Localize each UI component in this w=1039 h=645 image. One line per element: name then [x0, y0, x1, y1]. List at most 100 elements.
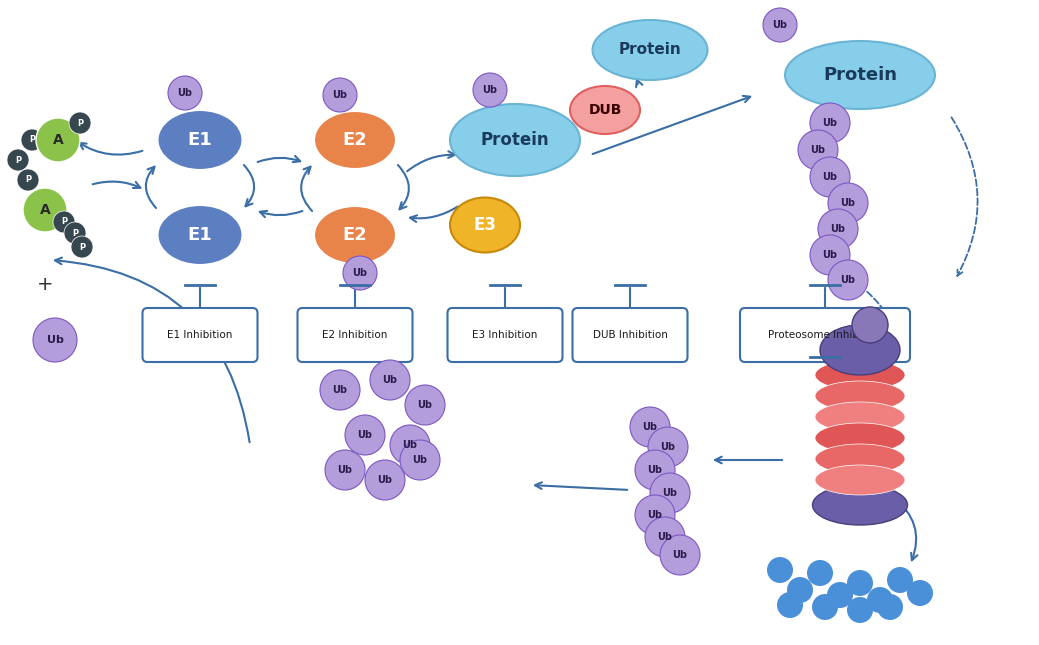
Circle shape: [877, 594, 903, 620]
Text: Protein: Protein: [481, 131, 550, 149]
Text: Ub: Ub: [823, 118, 837, 128]
Circle shape: [390, 425, 430, 465]
Text: E2: E2: [343, 226, 368, 244]
Text: Ub: Ub: [672, 550, 688, 560]
Circle shape: [365, 460, 405, 500]
Text: Ub: Ub: [658, 532, 672, 542]
Ellipse shape: [450, 197, 520, 252]
Circle shape: [907, 580, 933, 606]
Circle shape: [53, 211, 75, 233]
Text: Ub: Ub: [178, 88, 192, 98]
Circle shape: [852, 307, 888, 343]
Circle shape: [343, 256, 377, 290]
Circle shape: [767, 557, 793, 583]
Text: Ub: Ub: [412, 455, 427, 465]
Circle shape: [345, 415, 385, 455]
Text: Ub: Ub: [830, 224, 846, 234]
Circle shape: [473, 73, 507, 107]
FancyBboxPatch shape: [448, 308, 562, 362]
Circle shape: [818, 209, 858, 249]
Circle shape: [21, 129, 43, 151]
Text: Ub: Ub: [642, 422, 658, 432]
Text: P: P: [29, 135, 35, 144]
Circle shape: [7, 149, 29, 171]
FancyBboxPatch shape: [572, 308, 688, 362]
Circle shape: [650, 473, 690, 513]
Text: DUB: DUB: [588, 103, 621, 117]
Circle shape: [867, 587, 893, 613]
Text: Ub: Ub: [773, 20, 788, 30]
Text: Proteosome Inhibition: Proteosome Inhibition: [768, 330, 882, 340]
Circle shape: [69, 112, 91, 134]
Ellipse shape: [785, 41, 935, 109]
Circle shape: [828, 183, 868, 223]
Circle shape: [168, 76, 202, 110]
Ellipse shape: [815, 444, 905, 474]
Text: Ub: Ub: [810, 145, 826, 155]
Ellipse shape: [815, 423, 905, 453]
Circle shape: [847, 570, 873, 596]
Text: Protein: Protein: [618, 43, 682, 57]
Circle shape: [323, 78, 357, 112]
Text: P: P: [15, 155, 21, 164]
Circle shape: [812, 594, 838, 620]
Circle shape: [763, 8, 797, 42]
Circle shape: [325, 450, 365, 490]
Text: E1: E1: [188, 131, 212, 149]
Text: Ub: Ub: [482, 85, 498, 95]
Circle shape: [827, 582, 853, 608]
Circle shape: [787, 577, 812, 603]
Text: Ub: Ub: [647, 510, 663, 520]
Circle shape: [23, 188, 66, 232]
Circle shape: [847, 597, 873, 623]
Ellipse shape: [812, 485, 907, 525]
Ellipse shape: [815, 381, 905, 411]
Text: Ub: Ub: [47, 335, 63, 345]
Text: P: P: [72, 228, 78, 237]
Ellipse shape: [592, 20, 708, 80]
Text: A: A: [39, 203, 50, 217]
Ellipse shape: [314, 206, 396, 264]
Text: Ub: Ub: [663, 488, 677, 498]
Text: P: P: [79, 243, 85, 252]
Text: Ub: Ub: [647, 465, 663, 475]
Text: Ub: Ub: [332, 385, 347, 395]
Circle shape: [635, 450, 675, 490]
Text: Ub: Ub: [418, 400, 432, 410]
Text: Ub: Ub: [823, 250, 837, 260]
Text: P: P: [61, 217, 68, 226]
Circle shape: [17, 169, 39, 191]
Text: Ub: Ub: [841, 198, 855, 208]
Text: Ub: Ub: [352, 268, 368, 278]
Ellipse shape: [450, 104, 580, 176]
Text: E3: E3: [474, 216, 497, 234]
Circle shape: [64, 222, 86, 244]
Circle shape: [810, 157, 850, 197]
Circle shape: [71, 236, 94, 258]
Circle shape: [33, 318, 77, 362]
Circle shape: [36, 118, 80, 162]
Text: E1 Inhibition: E1 Inhibition: [167, 330, 233, 340]
Circle shape: [370, 360, 410, 400]
Ellipse shape: [314, 111, 396, 169]
Ellipse shape: [570, 86, 640, 134]
Circle shape: [648, 427, 688, 467]
Text: P: P: [25, 175, 31, 184]
Ellipse shape: [815, 402, 905, 432]
Circle shape: [405, 385, 445, 425]
Text: Ub: Ub: [332, 90, 347, 100]
Ellipse shape: [815, 360, 905, 390]
Text: Ub: Ub: [357, 430, 373, 440]
Circle shape: [810, 235, 850, 275]
Ellipse shape: [815, 465, 905, 495]
Text: Ub: Ub: [377, 475, 393, 485]
Circle shape: [635, 495, 675, 535]
Circle shape: [400, 440, 439, 480]
Text: DUB Inhibition: DUB Inhibition: [592, 330, 667, 340]
FancyBboxPatch shape: [297, 308, 412, 362]
Circle shape: [320, 370, 359, 410]
Text: Ub: Ub: [382, 375, 398, 385]
Text: P: P: [77, 119, 83, 128]
Text: Ub: Ub: [661, 442, 675, 452]
Text: Ub: Ub: [338, 465, 352, 475]
